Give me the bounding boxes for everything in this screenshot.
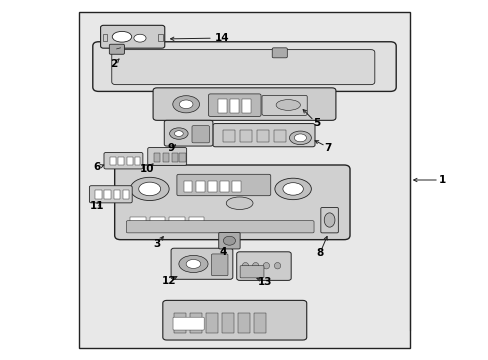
FancyBboxPatch shape	[272, 48, 287, 58]
FancyBboxPatch shape	[212, 123, 314, 147]
Text: 4: 4	[220, 247, 227, 257]
FancyBboxPatch shape	[101, 25, 164, 48]
Ellipse shape	[169, 128, 188, 139]
Ellipse shape	[179, 100, 193, 109]
Bar	[104, 190, 111, 199]
FancyBboxPatch shape	[112, 50, 374, 85]
Text: 13: 13	[258, 277, 272, 287]
Ellipse shape	[274, 262, 280, 269]
Bar	[171, 153, 178, 162]
Bar	[154, 153, 160, 162]
FancyBboxPatch shape	[115, 165, 349, 240]
Bar	[229, 99, 238, 113]
Text: 1: 1	[438, 175, 446, 185]
FancyBboxPatch shape	[89, 186, 132, 203]
Ellipse shape	[112, 31, 131, 42]
Bar	[254, 313, 266, 333]
Bar	[190, 313, 202, 333]
Bar	[169, 217, 184, 225]
Text: 10: 10	[140, 163, 154, 174]
Ellipse shape	[276, 100, 300, 111]
FancyBboxPatch shape	[93, 42, 395, 91]
Bar	[114, 190, 120, 199]
Bar	[188, 217, 203, 225]
FancyBboxPatch shape	[171, 248, 232, 279]
FancyBboxPatch shape	[153, 88, 335, 120]
Text: 11: 11	[89, 201, 104, 211]
Bar	[242, 99, 250, 113]
Bar	[238, 313, 250, 333]
FancyBboxPatch shape	[126, 221, 313, 233]
FancyBboxPatch shape	[177, 174, 270, 196]
Ellipse shape	[134, 34, 146, 42]
Bar	[158, 34, 163, 41]
Bar	[205, 313, 218, 333]
Bar	[130, 217, 145, 225]
Ellipse shape	[263, 262, 269, 269]
Bar	[207, 181, 216, 192]
Ellipse shape	[324, 213, 334, 227]
FancyBboxPatch shape	[262, 95, 306, 115]
Bar	[163, 153, 169, 162]
Bar	[174, 313, 186, 333]
FancyBboxPatch shape	[240, 266, 264, 278]
FancyBboxPatch shape	[109, 44, 124, 54]
FancyBboxPatch shape	[173, 317, 203, 330]
Ellipse shape	[179, 255, 207, 273]
Ellipse shape	[130, 177, 169, 201]
Bar	[273, 130, 285, 143]
Ellipse shape	[139, 182, 160, 196]
Bar	[220, 181, 228, 192]
Bar	[239, 130, 251, 143]
Ellipse shape	[174, 131, 183, 136]
Ellipse shape	[186, 260, 201, 269]
FancyBboxPatch shape	[164, 120, 212, 146]
FancyBboxPatch shape	[236, 252, 290, 280]
Text: 9: 9	[167, 143, 174, 153]
Ellipse shape	[283, 183, 303, 195]
Bar	[149, 217, 165, 225]
FancyBboxPatch shape	[211, 254, 227, 276]
Bar	[102, 34, 107, 41]
Ellipse shape	[289, 131, 311, 145]
Ellipse shape	[294, 134, 306, 142]
FancyBboxPatch shape	[163, 300, 306, 340]
Bar	[196, 181, 204, 192]
Ellipse shape	[172, 96, 199, 113]
Bar	[134, 157, 140, 165]
Text: 3: 3	[153, 239, 160, 249]
Bar	[110, 157, 116, 165]
Bar	[95, 190, 102, 199]
Ellipse shape	[252, 262, 258, 269]
Bar	[222, 313, 234, 333]
Text: 2: 2	[110, 59, 118, 68]
FancyBboxPatch shape	[208, 94, 261, 116]
Bar	[79, 12, 409, 348]
Text: 6: 6	[93, 162, 100, 172]
Text: 12: 12	[162, 276, 176, 286]
Text: 14: 14	[215, 33, 229, 43]
Text: 7: 7	[324, 143, 331, 153]
FancyBboxPatch shape	[218, 233, 240, 249]
FancyBboxPatch shape	[104, 153, 142, 169]
Bar	[222, 130, 234, 143]
Bar	[122, 190, 129, 199]
Bar	[256, 130, 268, 143]
Bar	[183, 181, 192, 192]
Ellipse shape	[223, 236, 235, 245]
Text: 5: 5	[312, 118, 320, 128]
Bar	[118, 157, 123, 165]
Bar	[232, 181, 241, 192]
FancyBboxPatch shape	[147, 148, 186, 165]
FancyBboxPatch shape	[192, 126, 209, 143]
FancyBboxPatch shape	[320, 207, 338, 233]
Bar	[179, 153, 185, 162]
Bar	[217, 99, 226, 113]
Ellipse shape	[226, 197, 252, 210]
Text: 8: 8	[316, 248, 323, 258]
Ellipse shape	[242, 262, 248, 269]
Ellipse shape	[274, 178, 311, 200]
Bar	[126, 157, 132, 165]
